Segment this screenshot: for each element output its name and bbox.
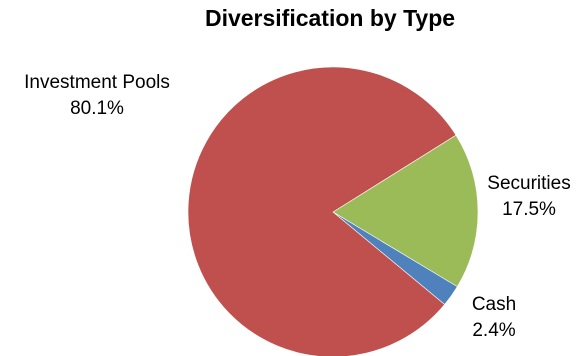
pie-slice-securities [332,134,479,288]
slice-label-cash-value: 2.4% [472,320,515,341]
chart-title: Diversification by Type [205,5,455,31]
slice-label-securities-name: Securities [487,173,570,194]
slice-label-cash-name: Cash [472,294,516,315]
slice-label-investment-pools-value: 80.1% [70,98,124,119]
slice-label-securities-value: 17.5% [502,199,556,220]
slice-label-investment-pools-name: Investment Pools [24,72,170,93]
pie-slices [187,66,479,356]
